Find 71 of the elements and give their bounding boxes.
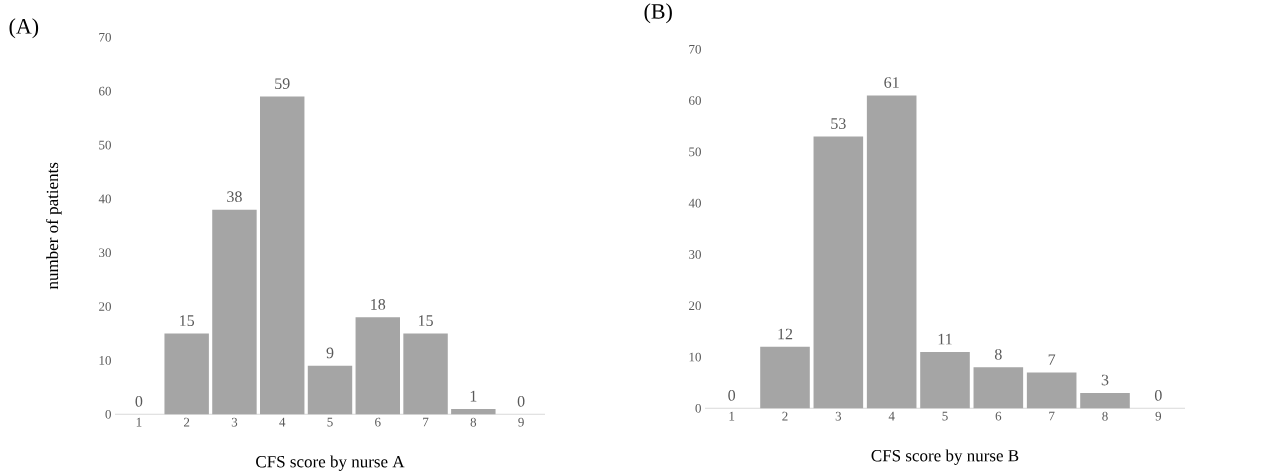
bar	[760, 346, 810, 409]
data-label: 53	[831, 118, 846, 129]
data-label: 18	[371, 298, 386, 310]
y-tick-label: 40	[98, 194, 111, 204]
bar	[1080, 392, 1130, 409]
x-tick-label: 5	[327, 417, 333, 427]
x-tick-label: 8	[470, 417, 477, 427]
x-axis-title: CFS score by nurse A	[256, 455, 405, 471]
x-tick-label: 1	[136, 417, 142, 427]
x-tick-label: 2	[782, 411, 788, 421]
y-tick-label: 50	[689, 147, 701, 157]
data-label: 12	[778, 328, 793, 340]
y-tick-label: 20	[99, 302, 111, 311]
bar	[355, 317, 400, 415]
x-tick-label: 5	[942, 411, 948, 421]
data-label: 3	[1101, 374, 1109, 386]
x-tick-label: 1	[729, 411, 735, 421]
y-tick-label: 10	[689, 352, 701, 362]
data-label: 11	[938, 333, 952, 345]
x-tick-label: 9	[518, 417, 524, 427]
data-label: 38	[227, 191, 242, 202]
y-tick-label: 60	[689, 96, 701, 105]
x-tick-label: 4	[279, 417, 286, 427]
data-label: 59	[275, 78, 290, 89]
data-label: 8	[994, 348, 1002, 360]
data-label: 15	[180, 315, 195, 326]
y-tick-label: 10	[99, 355, 111, 365]
chart-title: (B)	[644, 3, 672, 24]
data-label: 15	[418, 315, 433, 326]
bar	[164, 333, 209, 415]
y-tick-label: 40	[688, 198, 701, 208]
x-tick-label: 2	[183, 417, 190, 427]
y-tick-label: 0	[695, 403, 701, 413]
bar	[1026, 372, 1077, 409]
x-tick-label: 3	[231, 417, 238, 427]
chart-title: (A)	[9, 18, 39, 39]
y-tick-label: 70	[689, 44, 701, 54]
bar	[973, 367, 1024, 409]
bar	[260, 96, 305, 415]
data-label: 61	[884, 77, 899, 88]
y-axis-title: number of patients	[46, 162, 62, 290]
y-tick-label: 30	[99, 248, 111, 257]
data-label: 0	[728, 389, 736, 401]
data-label: 7	[1048, 354, 1056, 365]
y-tick-label: 50	[99, 140, 111, 150]
x-tick-label: 8	[1102, 411, 1108, 421]
data-label: 0	[135, 395, 143, 407]
bar	[920, 351, 970, 409]
x-tick-label: 3	[835, 411, 842, 421]
x-tick-label: 7	[1049, 411, 1055, 421]
x-tick-label: 6	[995, 411, 1002, 421]
x-axis-title: CFS score by nurse B	[871, 449, 1019, 465]
x-tick-label: 6	[375, 417, 381, 427]
y-tick-label: 70	[99, 32, 111, 42]
y-tick-label: 30	[689, 249, 701, 259]
y-tick-label: 20	[689, 301, 701, 310]
bar	[307, 365, 353, 415]
data-label: 9	[326, 347, 334, 359]
data-label: 1	[470, 390, 477, 402]
x-tick-label: 9	[1155, 411, 1162, 421]
bar	[212, 209, 257, 415]
x-tick-label: 4	[888, 411, 895, 421]
bar	[451, 408, 496, 415]
y-tick-label: 60	[99, 86, 111, 96]
data-label: 0	[517, 395, 525, 407]
data-label: 0	[1154, 389, 1162, 401]
bar	[403, 333, 448, 415]
y-tick-label: 0	[105, 409, 111, 419]
bar	[813, 136, 864, 409]
bar	[866, 95, 917, 409]
x-tick-label: 7	[423, 417, 429, 427]
